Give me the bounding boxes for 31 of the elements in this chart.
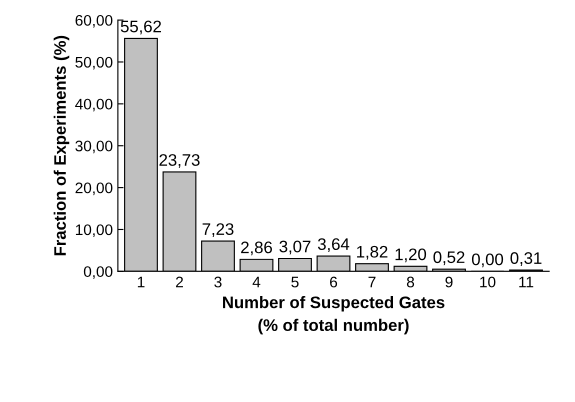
- data-label: 3,07: [279, 240, 310, 254]
- data-label: 0,31: [510, 252, 542, 266]
- x-tick-label: 4: [252, 276, 260, 288]
- y-tick-label: 20,00: [76, 182, 112, 196]
- x-tick-label: 3: [214, 276, 222, 288]
- y-tick-label: 10,00: [76, 224, 112, 237]
- data-label: 23,73: [159, 154, 200, 168]
- data-label: 1,82: [357, 246, 388, 260]
- x-tick-label: 2: [176, 276, 183, 288]
- x-tick-label: 10: [480, 276, 496, 288]
- x-axis-title: Number of Suspected Gates (% of total number): [223, 296, 444, 334]
- x-tick-label: 5: [291, 276, 299, 288]
- y-tick-label: 60,00: [76, 14, 112, 28]
- data-label: 0,52: [433, 251, 464, 266]
- x-tick-label: 11: [519, 276, 534, 288]
- data-label: 0,00: [472, 253, 504, 268]
- data-label: 7,23: [202, 223, 234, 237]
- y-axis-title: Fraction of Experiments (%): [54, 36, 70, 256]
- y-tick-label: 30,00: [75, 140, 112, 154]
- y-tick-label: 40,00: [75, 98, 112, 112]
- x-tick-label: 7: [368, 276, 376, 288]
- x-tick-label: 9: [445, 276, 453, 288]
- data-label: 2,86: [241, 242, 272, 256]
- data-label: 55,62: [120, 20, 161, 34]
- data-label: 3,64: [318, 238, 350, 252]
- x-tick-label: 8: [406, 276, 414, 288]
- y-tick-label: 50,00: [75, 56, 112, 70]
- x-tick-label: 1: [138, 276, 144, 288]
- y-tick-label: 0,00: [84, 266, 112, 279]
- data-label: 1,20: [396, 248, 426, 262]
- x-tick-label: 6: [330, 276, 338, 288]
